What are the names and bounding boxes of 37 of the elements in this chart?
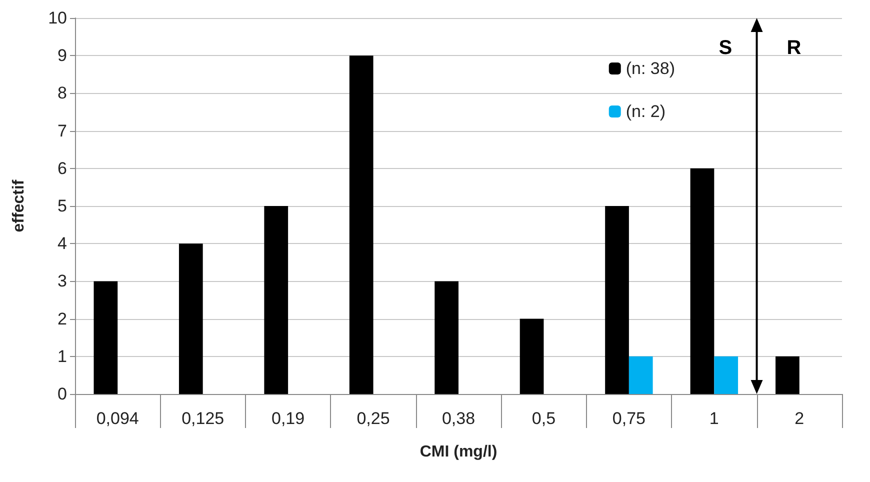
x-tick-label: 0,25 xyxy=(356,409,390,428)
y-tick-label: 5 xyxy=(58,196,67,216)
bar xyxy=(178,244,203,394)
y-tick-label: 6 xyxy=(58,158,67,178)
y-tick-label: 0 xyxy=(58,384,67,404)
legend-label: (n: 2) xyxy=(626,102,666,121)
bar xyxy=(690,168,714,394)
bar xyxy=(605,206,629,394)
bar xyxy=(434,281,458,394)
x-tick-label: 0,19 xyxy=(272,409,305,428)
bar xyxy=(776,356,800,394)
legend-label: (n: 38) xyxy=(626,59,676,78)
x-tick-label: 0,5 xyxy=(532,409,556,428)
bar xyxy=(349,56,374,394)
bar xyxy=(714,356,738,394)
y-tick-label: 4 xyxy=(58,234,67,254)
annotation: R xyxy=(786,37,802,59)
y-axis-title: effectif xyxy=(10,179,28,232)
bar xyxy=(94,281,118,394)
y-tick-label: 3 xyxy=(58,272,67,291)
x-tick-label: 2 xyxy=(794,409,804,428)
y-tick-label: 9 xyxy=(58,46,67,66)
y-tick-label: 10 xyxy=(48,8,67,28)
bar xyxy=(264,206,288,394)
y-tick-label: 1 xyxy=(58,346,67,366)
y-tick-label: 7 xyxy=(58,121,67,140)
annotation: S xyxy=(718,37,732,59)
bar xyxy=(520,318,544,394)
y-tick-label: 8 xyxy=(58,84,67,103)
y-tick-label: 2 xyxy=(58,309,67,328)
bar xyxy=(628,356,653,394)
x-axis-title: CMI (mg/l) xyxy=(420,444,498,460)
x-tick-label: 0,38 xyxy=(442,409,476,428)
x-tick-label: 1 xyxy=(709,409,719,428)
x-tick-label: 0,094 xyxy=(96,409,139,428)
x-tick-label: 0,75 xyxy=(612,409,646,428)
x-tick-label: 0,125 xyxy=(182,409,224,428)
